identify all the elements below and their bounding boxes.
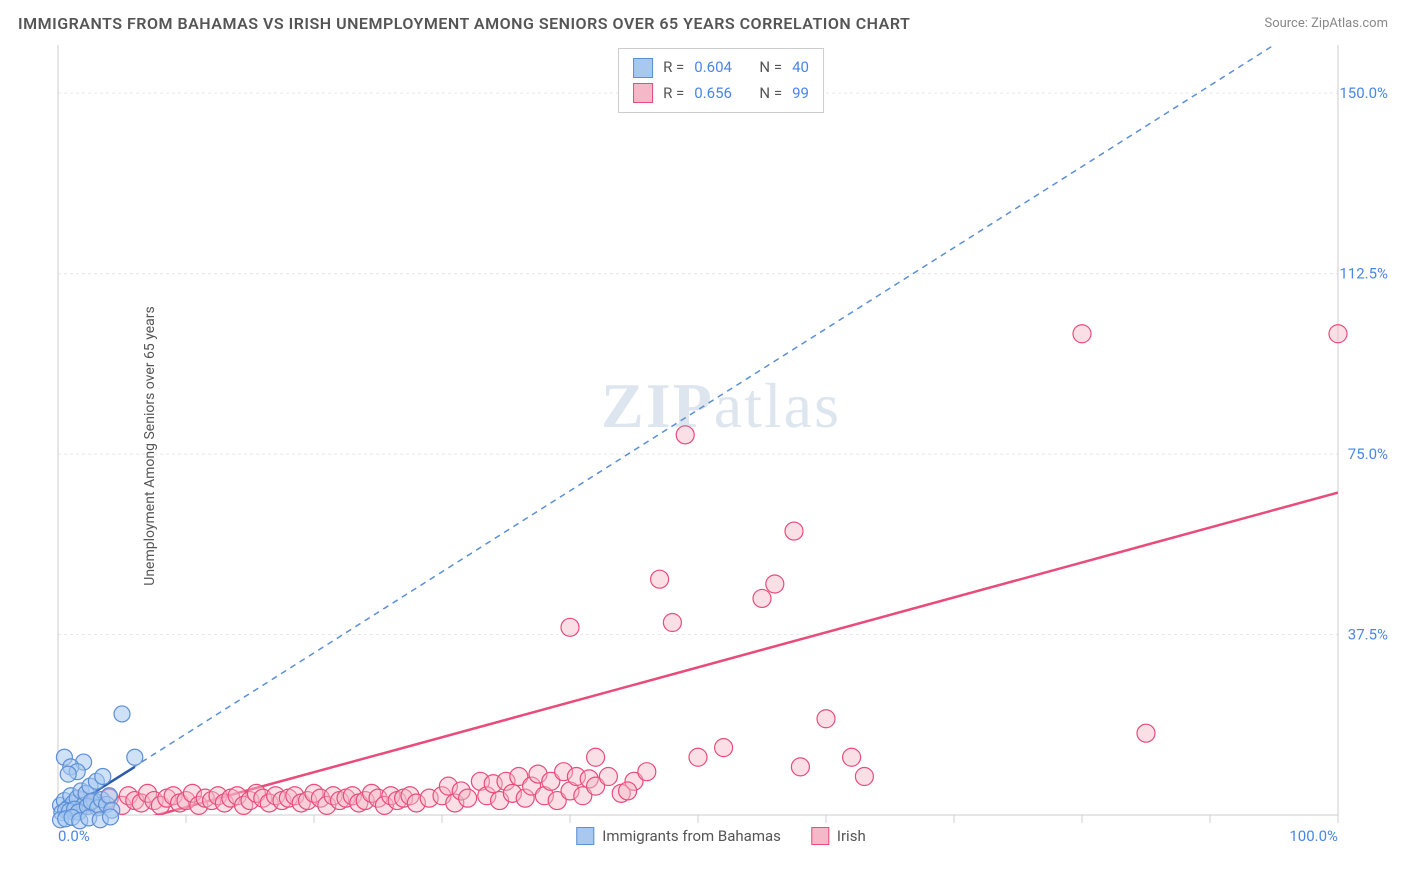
svg-text:75.0%: 75.0%: [1348, 445, 1388, 463]
swatch-bahamas-icon: [576, 827, 594, 845]
chart-title: IMMIGRANTS FROM BAHAMAS VS IRISH UNEMPLO…: [18, 14, 910, 33]
legend-label-bahamas: Immigrants from Bahamas: [602, 827, 781, 845]
chart-area: R = 0.604 N = 40 R = 0.656 N = 99 ZIPatl…: [48, 45, 1394, 847]
r-value-bahamas: 0.604: [694, 55, 732, 81]
n-value-bahamas: 40: [792, 55, 809, 81]
swatch-irish-icon: [811, 827, 829, 845]
n-label: N =: [759, 55, 782, 81]
svg-text:100.0%: 100.0%: [1289, 827, 1338, 845]
legend-item-bahamas: Immigrants from Bahamas: [576, 827, 781, 845]
r-value-irish: 0.656: [694, 81, 732, 107]
correlation-legend: R = 0.604 N = 40 R = 0.656 N = 99: [618, 48, 824, 113]
n-value-irish: 99: [792, 81, 809, 107]
n-label: N =: [759, 81, 782, 107]
svg-text:0.0%: 0.0%: [58, 827, 90, 845]
r-label: R =: [663, 55, 684, 81]
legend-label-irish: Irish: [837, 827, 866, 845]
swatch-irish-icon: [633, 83, 653, 103]
source-label: Source: ZipAtlas.com: [1264, 16, 1388, 31]
svg-text:150.0%: 150.0%: [1339, 84, 1388, 102]
svg-text:37.5%: 37.5%: [1348, 626, 1388, 644]
legend-row-bahamas: R = 0.604 N = 40: [633, 55, 809, 81]
legend-row-irish: R = 0.656 N = 99: [633, 81, 809, 107]
legend-item-irish: Irish: [811, 827, 866, 845]
r-label: R =: [663, 81, 684, 107]
swatch-bahamas-icon: [633, 58, 653, 78]
scatter-chart: 0.0% 100.0% 37.5% 75.0% 112.5% 150.0%: [48, 45, 1394, 847]
svg-text:112.5%: 112.5%: [1339, 265, 1388, 283]
series-legend: Immigrants from Bahamas Irish: [576, 827, 865, 845]
